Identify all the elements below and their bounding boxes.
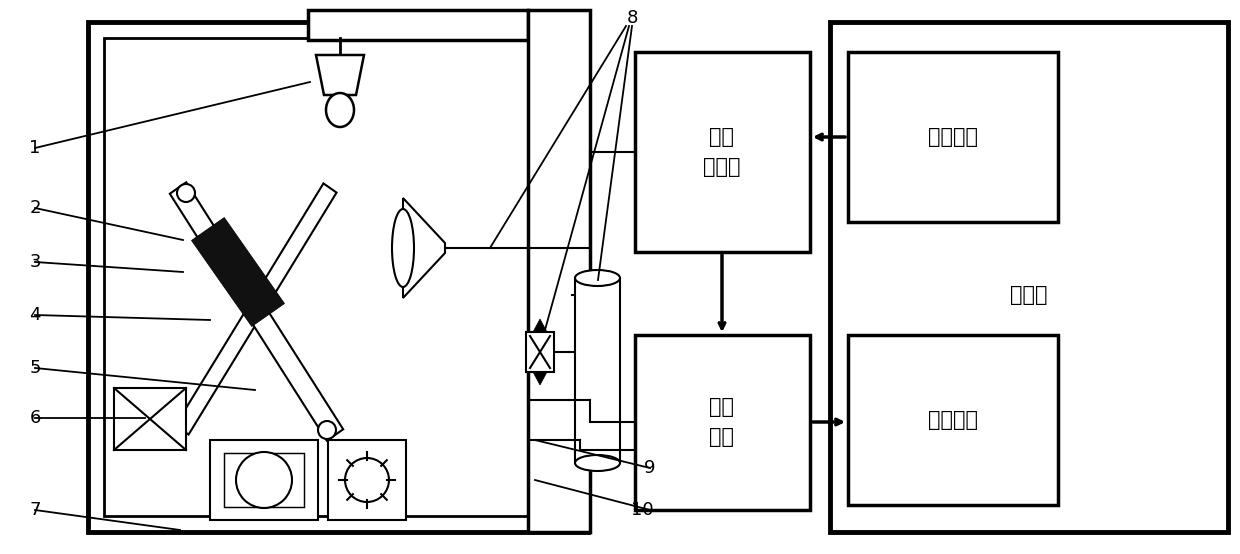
Bar <box>526 332 554 372</box>
Text: 2: 2 <box>30 199 41 217</box>
Circle shape <box>345 458 389 502</box>
Text: 信号采集: 信号采集 <box>928 410 978 430</box>
Text: 7: 7 <box>30 501 41 519</box>
Bar <box>104 38 572 516</box>
Polygon shape <box>175 183 336 434</box>
Text: 9: 9 <box>645 459 656 477</box>
Ellipse shape <box>575 270 620 286</box>
Text: 6: 6 <box>30 409 41 427</box>
Text: 信号发生: 信号发生 <box>928 127 978 147</box>
Circle shape <box>317 421 336 439</box>
Text: 信号
放大器: 信号 放大器 <box>703 127 740 177</box>
Bar <box>635 335 810 510</box>
Text: 8: 8 <box>626 9 637 27</box>
Bar <box>830 22 1228 532</box>
Bar <box>575 278 620 463</box>
Bar <box>114 388 186 450</box>
Polygon shape <box>533 319 547 332</box>
Bar <box>224 453 304 507</box>
Bar <box>210 440 317 520</box>
Text: 10: 10 <box>631 501 653 519</box>
Text: 5: 5 <box>30 359 41 377</box>
Bar <box>848 335 1058 505</box>
Polygon shape <box>191 218 284 326</box>
Circle shape <box>236 452 291 508</box>
Ellipse shape <box>392 209 414 287</box>
Ellipse shape <box>575 455 620 471</box>
Circle shape <box>177 184 195 202</box>
Text: 1: 1 <box>30 139 41 157</box>
Polygon shape <box>170 182 343 441</box>
Bar <box>308 10 528 40</box>
Bar <box>88 22 588 532</box>
Bar <box>329 440 405 520</box>
Text: 3: 3 <box>30 253 41 271</box>
Polygon shape <box>316 55 365 95</box>
Text: 信号
转换: 信号 转换 <box>709 397 734 447</box>
Text: 计算机: 计算机 <box>1011 285 1048 305</box>
Polygon shape <box>533 372 547 385</box>
Polygon shape <box>403 198 445 298</box>
Bar <box>848 52 1058 222</box>
Text: 4: 4 <box>30 306 41 324</box>
Bar <box>635 52 810 252</box>
Ellipse shape <box>326 93 353 127</box>
Bar <box>528 10 590 532</box>
